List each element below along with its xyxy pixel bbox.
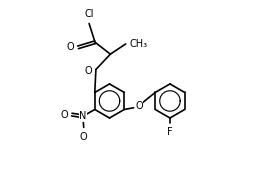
Text: Cl: Cl [84, 9, 94, 19]
Text: O: O [85, 66, 92, 76]
Text: F: F [167, 126, 173, 136]
Text: O: O [66, 42, 74, 52]
Text: O: O [135, 101, 143, 111]
Text: N: N [79, 111, 87, 121]
Text: O: O [61, 110, 68, 120]
Text: CH₃: CH₃ [130, 39, 148, 49]
Text: O: O [80, 132, 87, 142]
